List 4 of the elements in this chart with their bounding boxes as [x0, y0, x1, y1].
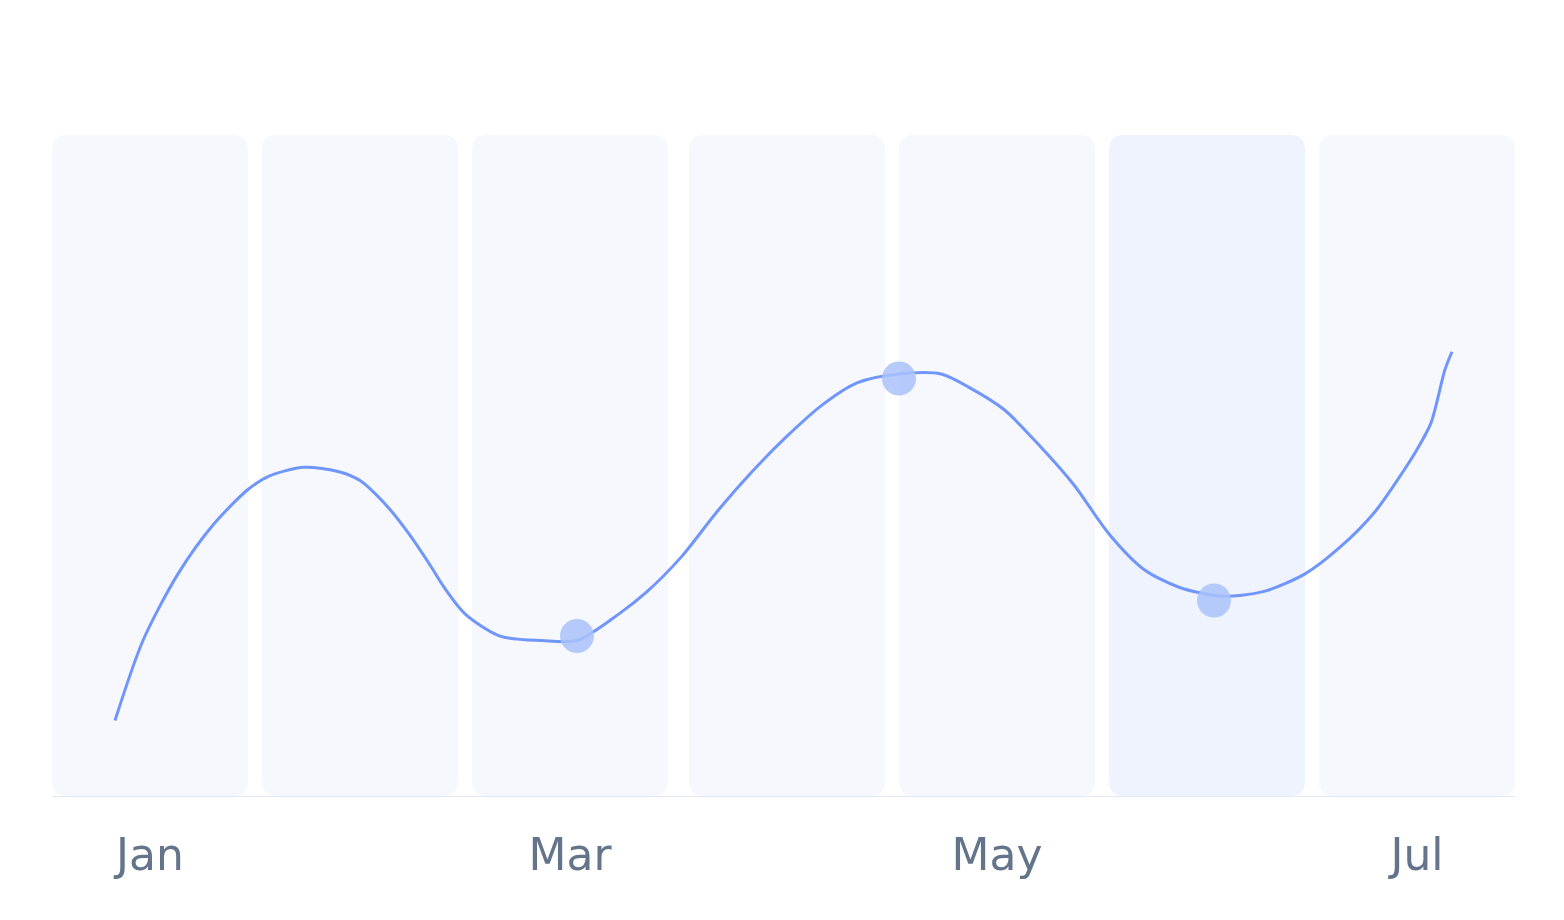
- x-tick-label: May: [951, 828, 1043, 880]
- x-tick-label: Jan: [113, 828, 184, 880]
- x-tick-label: Jul: [1387, 828, 1444, 880]
- x-tick-label: Mar: [528, 828, 613, 880]
